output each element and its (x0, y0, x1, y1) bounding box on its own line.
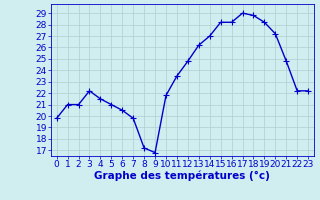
X-axis label: Graphe des températures (°c): Graphe des températures (°c) (94, 171, 270, 181)
